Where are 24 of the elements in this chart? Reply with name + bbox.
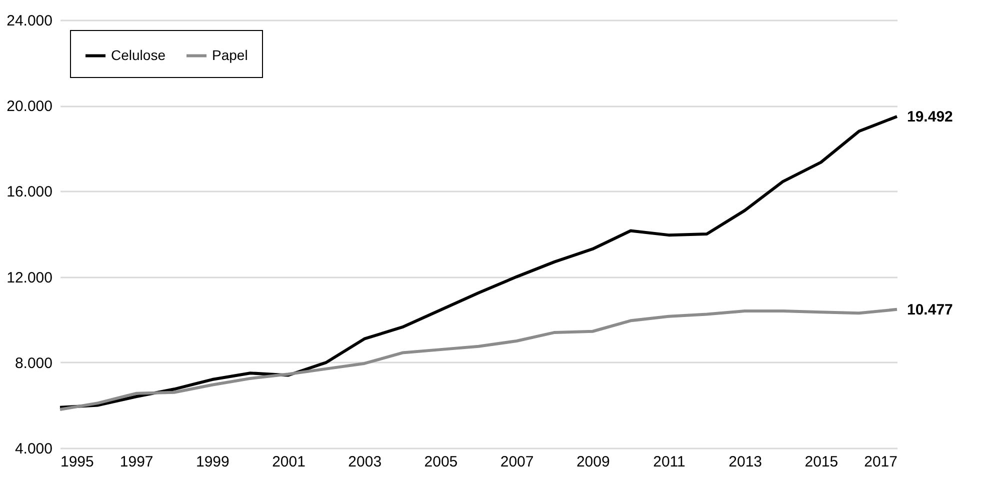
x-tick-label: 2017 xyxy=(864,454,898,470)
legend-label: Papel xyxy=(212,46,248,63)
x-tick-label: 2015 xyxy=(804,454,838,470)
line-series xyxy=(58,308,898,411)
x-tick-label: 2011 xyxy=(653,454,686,470)
x-tick-label: 2013 xyxy=(728,454,762,470)
line-series xyxy=(58,114,898,409)
y-tick-label: 8.000 xyxy=(14,354,52,372)
x-tick-label: 2005 xyxy=(424,454,458,470)
x-tick-label: 1999 xyxy=(196,454,230,470)
legend-label: Celulose xyxy=(111,46,166,63)
x-tick-label: 2009 xyxy=(576,454,610,470)
data-label: 10.477 xyxy=(907,301,953,318)
data-label: 19.492 xyxy=(907,108,953,126)
x-tick-label: 1995 xyxy=(60,454,94,470)
x-tick-label: 2001 xyxy=(272,454,306,470)
x-tick-label: 2003 xyxy=(348,454,382,470)
y-tick-label: 20.000 xyxy=(6,98,52,116)
y-tick-label: 16.000 xyxy=(6,184,52,201)
y-tick-label: 12.000 xyxy=(6,269,52,286)
y-tick-label: 4.000 xyxy=(14,440,52,458)
x-tick-label: 2007 xyxy=(500,454,534,470)
y-tick-label: 24.000 xyxy=(6,12,52,30)
x-tick-label: 1997 xyxy=(120,454,154,470)
